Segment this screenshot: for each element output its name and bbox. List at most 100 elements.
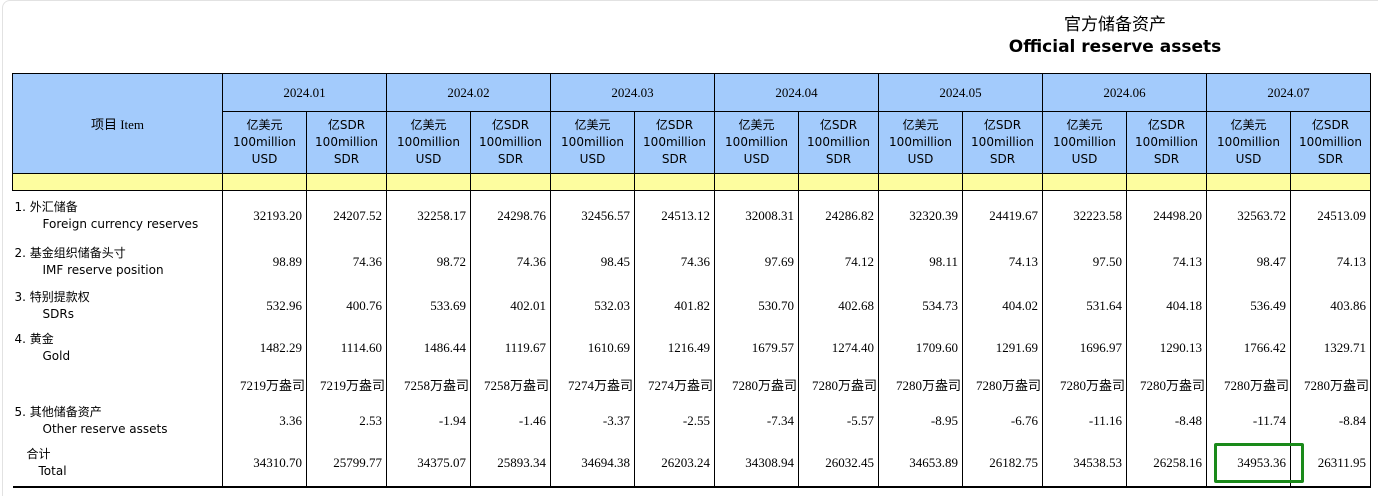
row-label: 2. 基金组织储备头寸 IMF reserve position bbox=[12, 240, 223, 284]
value-cell: 34375.07 bbox=[386, 440, 471, 488]
table-row: 4. 黄金 Gold 1482.29 1114.60 1486.44 1119.67 161… bbox=[12, 327, 1371, 368]
unit-label: 亿美元 bbox=[246, 118, 283, 132]
row-label: 1. 外汇储备 Foreign currency reserves bbox=[12, 190, 223, 241]
unit-header-sdr: 亿SDR 100million SDR bbox=[798, 111, 879, 174]
spacer-cell bbox=[714, 173, 799, 191]
spacer-cell bbox=[386, 173, 471, 191]
row-label-en: Gold bbox=[42, 348, 71, 363]
row-label-cn: 1. 外汇储备 bbox=[14, 199, 78, 214]
value-cell: 24419.67 bbox=[962, 190, 1043, 241]
unit-label: SDR bbox=[497, 152, 524, 166]
value-cell: -11.74 bbox=[1206, 400, 1291, 441]
value-cell: 32223.58 bbox=[1042, 190, 1127, 241]
row-label: 5. 其他储备资产 Other reserve assets bbox=[12, 400, 223, 441]
unit-label: 100million bbox=[479, 135, 542, 149]
spacer-cell bbox=[1206, 173, 1291, 191]
month-header: 2024.07 bbox=[1206, 73, 1371, 112]
value-cell: 7274万盎司 bbox=[634, 367, 715, 401]
value-cell: 1482.29 bbox=[222, 327, 307, 368]
unit-label: SDR bbox=[1317, 152, 1344, 166]
value-cell: 32193.20 bbox=[222, 190, 307, 241]
unit-label: SDR bbox=[989, 152, 1016, 166]
spacer-cell bbox=[306, 173, 387, 191]
unit-label: 亿SDR bbox=[983, 118, 1022, 132]
value-cell: 2.53 bbox=[306, 400, 387, 441]
unit-label: 100million bbox=[1053, 135, 1116, 149]
value-cell: 34308.94 bbox=[714, 440, 799, 488]
spacer-cell bbox=[222, 173, 307, 191]
value-cell: 98.11 bbox=[878, 240, 963, 284]
unit-header-usd: 亿美元 100million USD bbox=[386, 111, 471, 174]
value-cell: 1119.67 bbox=[470, 327, 551, 368]
spacer-cell bbox=[634, 173, 715, 191]
table-row: 合计 Total 34310.70 25799.77 34375.07 25893.34 3… bbox=[12, 440, 1371, 488]
month-header: 2024.01 bbox=[222, 73, 387, 112]
unit-header-usd: 亿美元 100million USD bbox=[1042, 111, 1127, 174]
value-cell: 1696.97 bbox=[1042, 327, 1127, 368]
value-cell: 98.72 bbox=[386, 240, 471, 284]
value-cell: 1329.71 bbox=[1290, 327, 1371, 368]
table-row: 1. 外汇储备 Foreign currency reserves 32193.20… bbox=[12, 190, 1371, 241]
value-cell: 34653.89 bbox=[878, 440, 963, 488]
unit-label: 100million bbox=[643, 135, 706, 149]
unit-label: 100million bbox=[725, 135, 788, 149]
value-cell: 400.76 bbox=[306, 283, 387, 328]
value-cell: 24513.12 bbox=[634, 190, 715, 241]
unit-label: 亿美元 bbox=[902, 118, 939, 132]
unit-label: USD bbox=[415, 152, 442, 166]
value-cell: 1766.42 bbox=[1206, 327, 1291, 368]
month-header: 2024.03 bbox=[550, 73, 715, 112]
unit-label: 100million bbox=[1217, 135, 1280, 149]
value-cell: 7274万盎司 bbox=[550, 367, 635, 401]
unit-header-usd: 亿美元 100million USD bbox=[550, 111, 635, 174]
value-cell: 24207.52 bbox=[306, 190, 387, 241]
value-cell: 24513.09 bbox=[1290, 190, 1371, 241]
value-cell: 25799.77 bbox=[306, 440, 387, 488]
value-cell: 1114.60 bbox=[306, 327, 387, 368]
value-cell: 24298.76 bbox=[470, 190, 551, 241]
table-row: 7219万盎司 7219万盎司 7258万盎司 7258万盎司 7274万盎司 7274万… bbox=[12, 367, 1371, 401]
unit-label: SDR bbox=[825, 152, 852, 166]
unit-label: 100million bbox=[807, 135, 870, 149]
unit-label: 亿SDR bbox=[655, 118, 694, 132]
value-cell: 26032.45 bbox=[798, 440, 879, 488]
value-cell: 98.47 bbox=[1206, 240, 1291, 284]
value-cell: 98.89 bbox=[222, 240, 307, 284]
unit-label: 100million bbox=[561, 135, 624, 149]
value-cell: 97.50 bbox=[1042, 240, 1127, 284]
unit-label: 100million bbox=[233, 135, 296, 149]
value-cell: 404.18 bbox=[1126, 283, 1207, 328]
value-cell: 26203.24 bbox=[634, 440, 715, 488]
unit-label: 100million bbox=[315, 135, 378, 149]
unit-header-usd: 亿美元 100million USD bbox=[222, 111, 307, 174]
value-cell: 32008.31 bbox=[714, 190, 799, 241]
value-cell: 530.70 bbox=[714, 283, 799, 328]
value-cell: -8.95 bbox=[878, 400, 963, 441]
value-cell: 534.73 bbox=[878, 283, 963, 328]
value-cell: 34694.38 bbox=[550, 440, 635, 488]
unit-header-usd: 亿美元 100million USD bbox=[1206, 111, 1291, 174]
value-cell: 32320.39 bbox=[878, 190, 963, 241]
value-cell: 532.96 bbox=[222, 283, 307, 328]
value-cell: 25893.34 bbox=[470, 440, 551, 488]
value-cell: -8.84 bbox=[1290, 400, 1371, 441]
row-label: 合计 Total bbox=[12, 440, 223, 488]
value-cell: -5.57 bbox=[798, 400, 879, 441]
value-cell: 34538.53 bbox=[1042, 440, 1127, 488]
row-label-cn: 5. 其他储备资产 bbox=[14, 404, 102, 419]
unit-label: 100million bbox=[971, 135, 1034, 149]
value-cell: 7258万盎司 bbox=[470, 367, 551, 401]
value-cell: -1.94 bbox=[386, 400, 471, 441]
value-cell: 26258.16 bbox=[1126, 440, 1207, 488]
table-row: 2. 基金组织储备头寸 IMF reserve position 98.89 74.3… bbox=[12, 240, 1371, 284]
unit-header-usd: 亿美元 100million USD bbox=[714, 111, 799, 174]
unit-header-sdr: 亿SDR 100million SDR bbox=[634, 111, 715, 174]
value-cell: 1610.69 bbox=[550, 327, 635, 368]
value-cell: -6.76 bbox=[962, 400, 1043, 441]
value-cell: 7280万盎司 bbox=[1290, 367, 1371, 401]
value-cell: 74.36 bbox=[634, 240, 715, 284]
value-cell: 32563.72 bbox=[1206, 190, 1291, 241]
spacer-cell bbox=[470, 173, 551, 191]
unit-label: 亿SDR bbox=[491, 118, 530, 132]
spacer-cell bbox=[1290, 173, 1371, 191]
